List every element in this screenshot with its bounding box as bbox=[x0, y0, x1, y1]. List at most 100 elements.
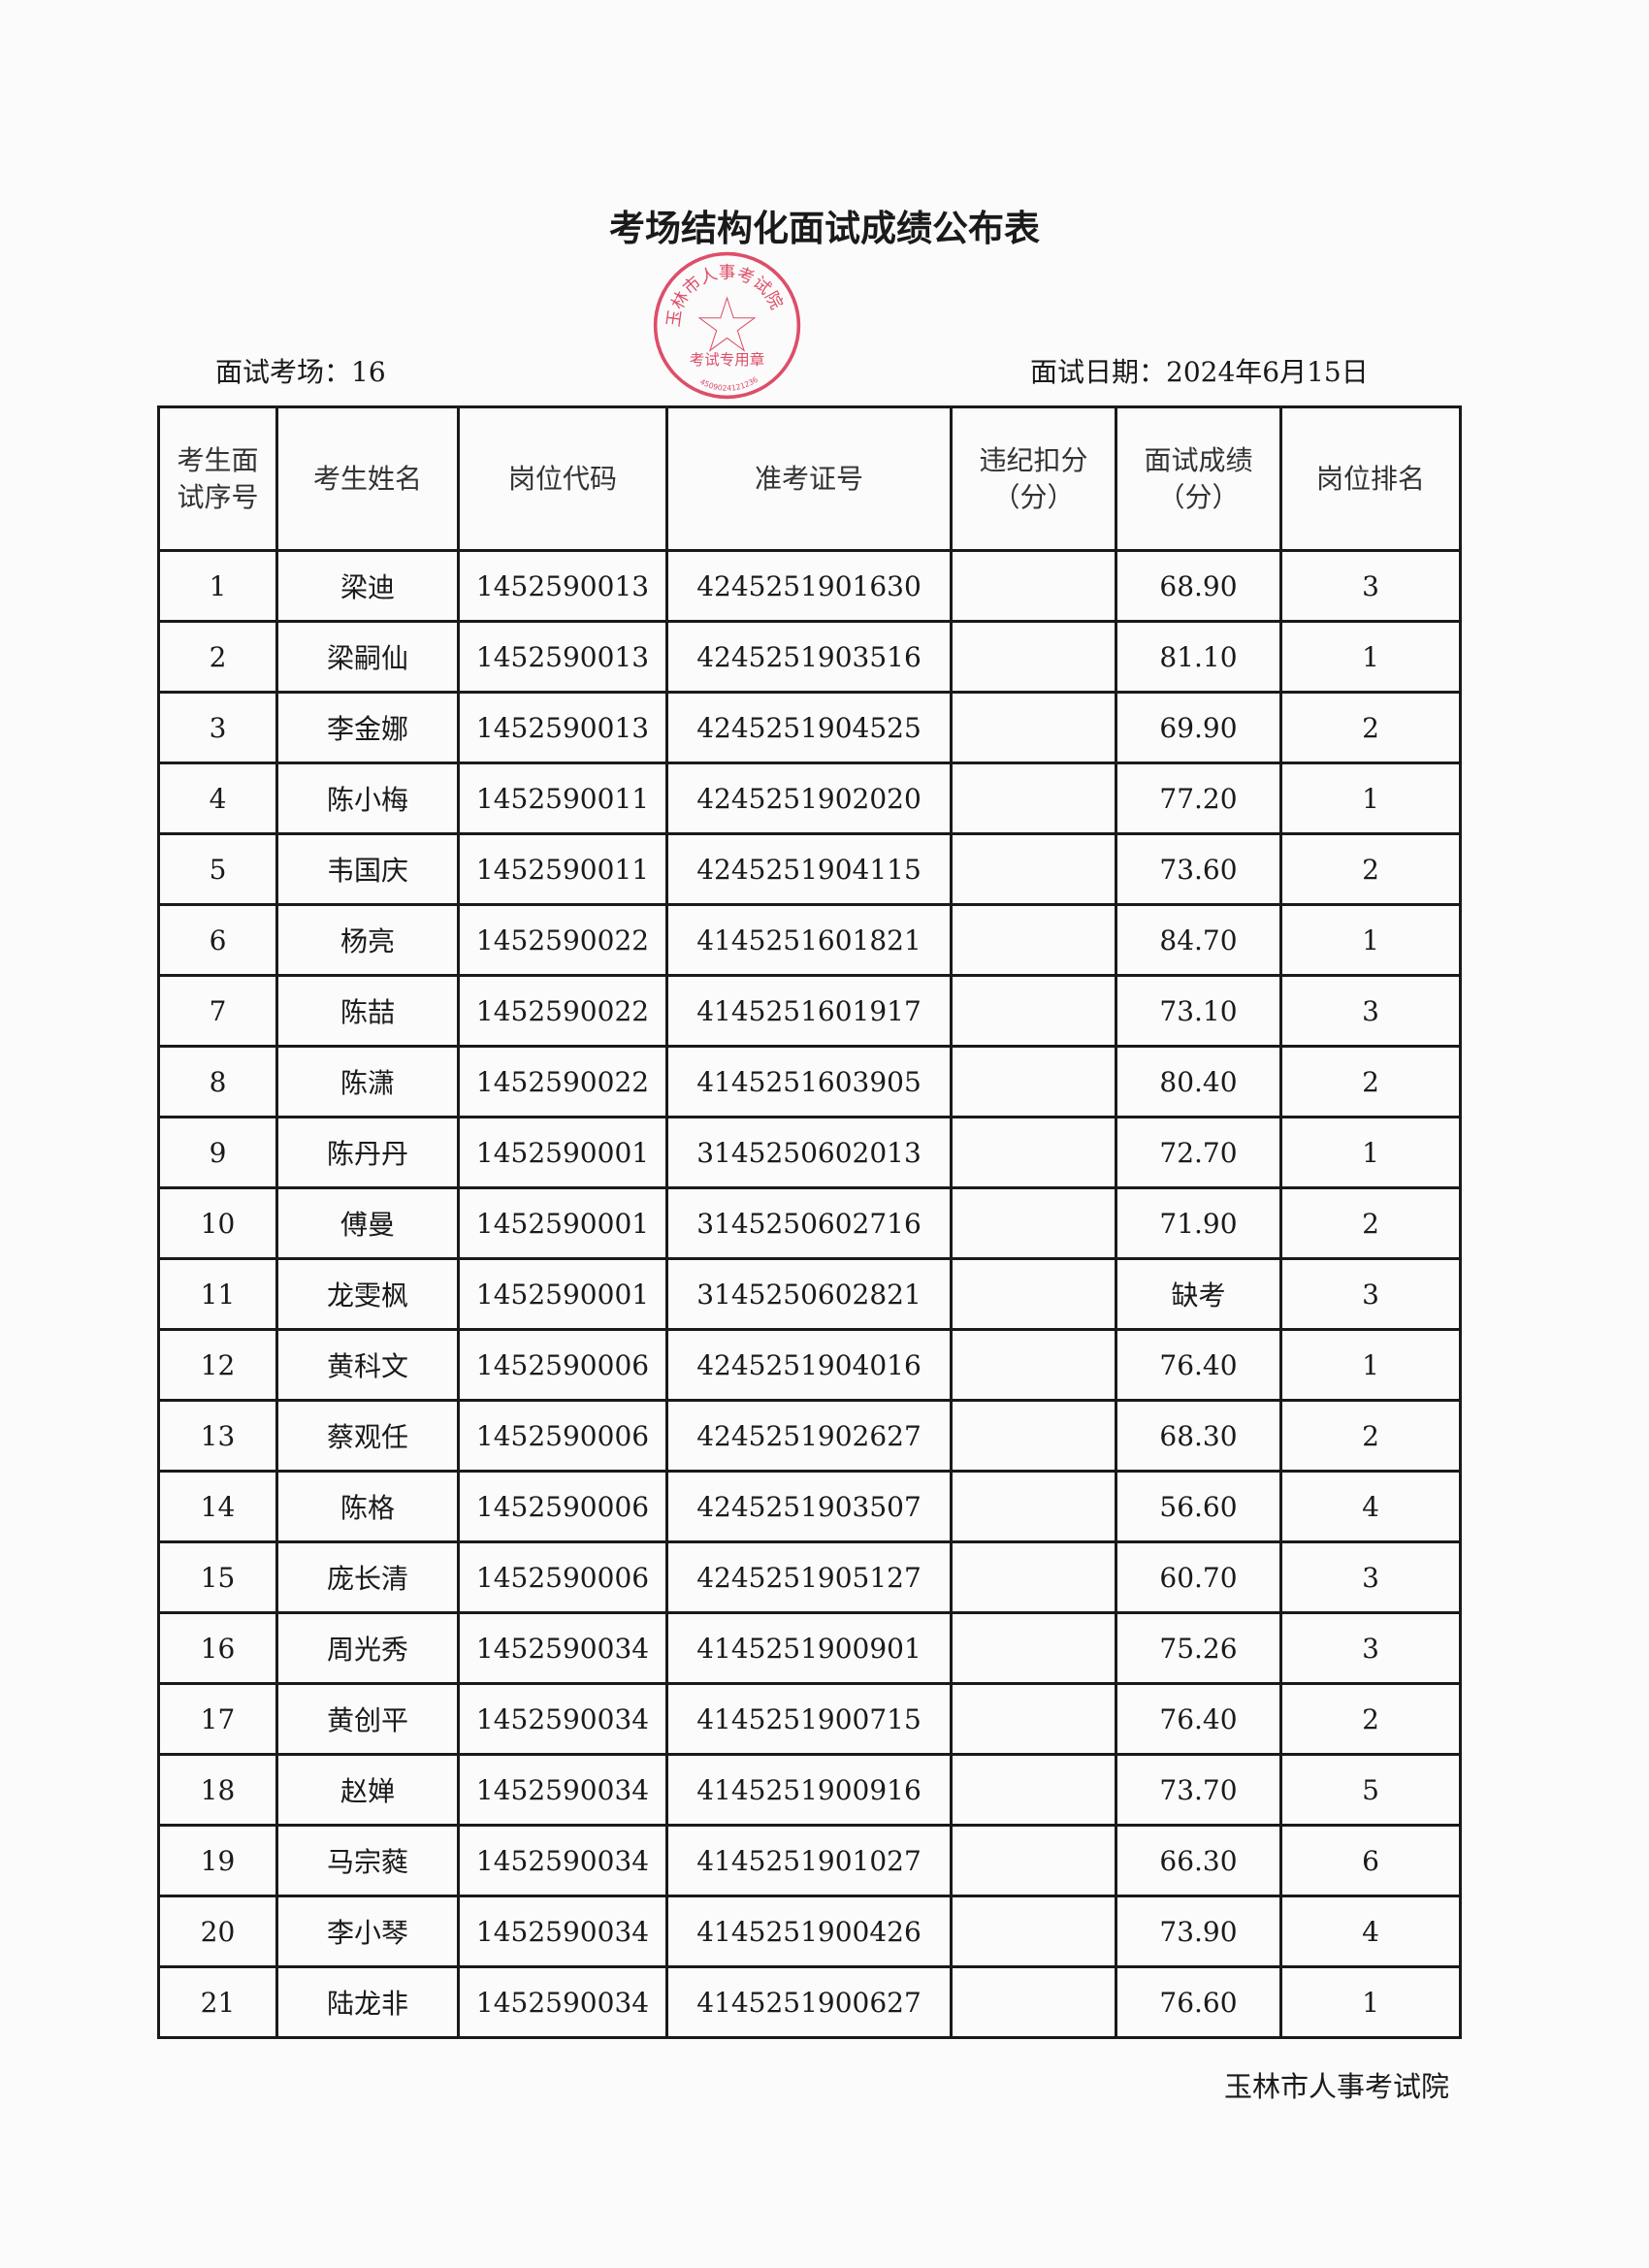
table-cell: 73.90 bbox=[1115, 1895, 1282, 1968]
table-cell: 19 bbox=[157, 1824, 278, 1897]
column-header: 准考证号 bbox=[665, 405, 953, 552]
table-cell: 傅曼 bbox=[275, 1186, 460, 1260]
table-cell: 75.26 bbox=[1115, 1611, 1282, 1685]
table-cell: 梁迪 bbox=[275, 549, 460, 623]
official-seal: 玉林市人事考试院 考试专用章 4509024121236 bbox=[653, 251, 801, 400]
table-cell: 13 bbox=[157, 1399, 278, 1473]
table-row: 15 庞长清 1452590006 4245251905127 60.70 3 bbox=[157, 1540, 1462, 1614]
table-cell: 梁嗣仙 bbox=[275, 620, 460, 694]
table-row: 13 蔡观任 1452590006 4245251902627 68.30 2 bbox=[157, 1399, 1462, 1473]
table-cell: 4145251900916 bbox=[665, 1753, 953, 1827]
table-cell: 14 bbox=[157, 1470, 278, 1543]
column-header: 面试成绩（分） bbox=[1115, 405, 1282, 552]
table-cell: 赵婵 bbox=[275, 1753, 460, 1827]
table-cell: 4145251901027 bbox=[665, 1824, 953, 1897]
table-cell: 1452590013 bbox=[457, 691, 668, 764]
table-cell: 11 bbox=[157, 1257, 278, 1331]
table-cell: 4245251903507 bbox=[665, 1470, 953, 1543]
table-cell: 6 bbox=[1279, 1824, 1462, 1897]
table-row: 11 龙雯枫 1452590001 3145250602821 缺考 3 bbox=[157, 1257, 1462, 1331]
table-cell: 4145251900715 bbox=[665, 1682, 953, 1756]
table-row: 21 陆龙非 1452590034 4145251900627 76.60 1 bbox=[157, 1965, 1462, 2039]
table-cell: 73.70 bbox=[1115, 1753, 1282, 1827]
table-cell bbox=[950, 1540, 1117, 1614]
table-row: 17 黄创平 1452590034 4145251900715 76.40 2 bbox=[157, 1682, 1462, 1756]
table-cell bbox=[950, 761, 1117, 835]
table-cell bbox=[950, 1470, 1117, 1543]
table-row: 20 李小琴 1452590034 4145251900426 73.90 4 bbox=[157, 1895, 1462, 1968]
table-cell: 3145250602716 bbox=[665, 1186, 953, 1260]
table-cell: 73.10 bbox=[1115, 974, 1282, 1048]
table-cell bbox=[950, 1328, 1117, 1402]
table-cell: 4245251904525 bbox=[665, 691, 953, 764]
table-cell: 1452590011 bbox=[457, 832, 668, 906]
table-cell bbox=[950, 1257, 1117, 1331]
table-cell: 2 bbox=[1279, 1186, 1462, 1260]
table-cell: 4145251601917 bbox=[665, 974, 953, 1048]
table-cell: 72.70 bbox=[1115, 1116, 1282, 1189]
table-cell: 1 bbox=[157, 549, 278, 623]
table-cell: 韦国庆 bbox=[275, 832, 460, 906]
table-cell bbox=[950, 1045, 1117, 1118]
table-cell bbox=[950, 1753, 1117, 1827]
table-cell: 3 bbox=[1279, 974, 1462, 1048]
seal-text: 4509024121236 bbox=[698, 375, 760, 393]
table-cell bbox=[950, 903, 1117, 977]
table-cell: 1 bbox=[1279, 761, 1462, 835]
table-row: 12 黄科文 1452590006 4245251904016 76.40 1 bbox=[157, 1328, 1462, 1402]
table-cell bbox=[950, 549, 1117, 623]
table-cell: 4245251904115 bbox=[665, 832, 953, 906]
table-cell: 4 bbox=[157, 761, 278, 835]
table-row: 14 陈格 1452590006 4245251903507 56.60 4 bbox=[157, 1470, 1462, 1543]
table-cell: 1452590034 bbox=[457, 1965, 668, 2039]
table-cell bbox=[950, 1116, 1117, 1189]
table-cell: 1452590034 bbox=[457, 1753, 668, 1827]
document-title: 考场结构化面试成绩公布表 bbox=[609, 208, 1040, 249]
table-cell: 56.60 bbox=[1115, 1470, 1282, 1543]
column-header: 考生面试序号 bbox=[157, 405, 278, 552]
table-cell: 1452590011 bbox=[457, 761, 668, 835]
table-cell bbox=[950, 1895, 1117, 1968]
exam-date-label: 面试日期：2024年6月15日 bbox=[1030, 356, 1369, 388]
table-cell: 4245251902627 bbox=[665, 1399, 953, 1473]
table-cell bbox=[950, 1611, 1117, 1685]
table-cell: 3 bbox=[1279, 549, 1462, 623]
table-cell: 蔡观任 bbox=[275, 1399, 460, 1473]
seal-text: 玉林市人事考试院 bbox=[664, 264, 786, 329]
table-row: 19 马宗蕤 1452590034 4145251901027 66.30 6 bbox=[157, 1824, 1462, 1897]
table-cell: 1452590006 bbox=[457, 1470, 668, 1543]
table-cell: 3145250602821 bbox=[665, 1257, 953, 1331]
table-cell bbox=[950, 1824, 1117, 1897]
table-cell: 68.90 bbox=[1115, 549, 1282, 623]
table-cell: 4145251900901 bbox=[665, 1611, 953, 1685]
table-cell: 1 bbox=[1279, 1116, 1462, 1189]
table-cell bbox=[950, 1965, 1117, 2039]
table-cell: 1452590013 bbox=[457, 549, 668, 623]
table-cell: 陆龙非 bbox=[275, 1965, 460, 2039]
table-cell: 84.70 bbox=[1115, 903, 1282, 977]
table-cell: 68.30 bbox=[1115, 1399, 1282, 1473]
table-cell: 1452590001 bbox=[457, 1257, 668, 1331]
table-cell: 76.60 bbox=[1115, 1965, 1282, 2039]
table-cell: 陈潇 bbox=[275, 1045, 460, 1118]
column-header: 考生姓名 bbox=[275, 405, 460, 552]
table-cell: 李金娜 bbox=[275, 691, 460, 764]
table-cell: 6 bbox=[157, 903, 278, 977]
table-cell: 80.40 bbox=[1115, 1045, 1282, 1118]
table-cell: 2 bbox=[1279, 1682, 1462, 1756]
table-cell: 12 bbox=[157, 1328, 278, 1402]
table-cell: 4245251905127 bbox=[665, 1540, 953, 1614]
table-cell bbox=[950, 691, 1117, 764]
table-cell: 黄创平 bbox=[275, 1682, 460, 1756]
table-cell: 4245251902020 bbox=[665, 761, 953, 835]
table-cell: 2 bbox=[1279, 691, 1462, 764]
table-cell: 陈格 bbox=[275, 1470, 460, 1543]
table-row: 2 梁嗣仙 1452590013 4245251903516 81.10 1 bbox=[157, 620, 1462, 694]
table-cell: 4145251603905 bbox=[665, 1045, 953, 1118]
table-row: 8 陈潇 1452590022 4145251603905 80.40 2 bbox=[157, 1045, 1462, 1118]
column-header: 岗位代码 bbox=[457, 405, 668, 552]
table-cell: 76.40 bbox=[1115, 1328, 1282, 1402]
table-cell: 1452590001 bbox=[457, 1116, 668, 1189]
table-cell bbox=[950, 1186, 1117, 1260]
table-cell: 龙雯枫 bbox=[275, 1257, 460, 1331]
